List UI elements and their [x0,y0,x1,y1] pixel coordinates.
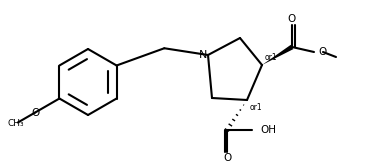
Text: O: O [288,14,296,24]
Polygon shape [262,45,293,65]
Text: O: O [31,108,39,117]
Text: O: O [318,47,326,57]
Text: N: N [199,50,207,60]
Text: OH: OH [260,125,276,135]
Text: or1: or1 [265,52,278,62]
Text: or1: or1 [250,103,263,111]
Text: CH₃: CH₃ [8,119,24,128]
Text: O: O [223,153,231,162]
